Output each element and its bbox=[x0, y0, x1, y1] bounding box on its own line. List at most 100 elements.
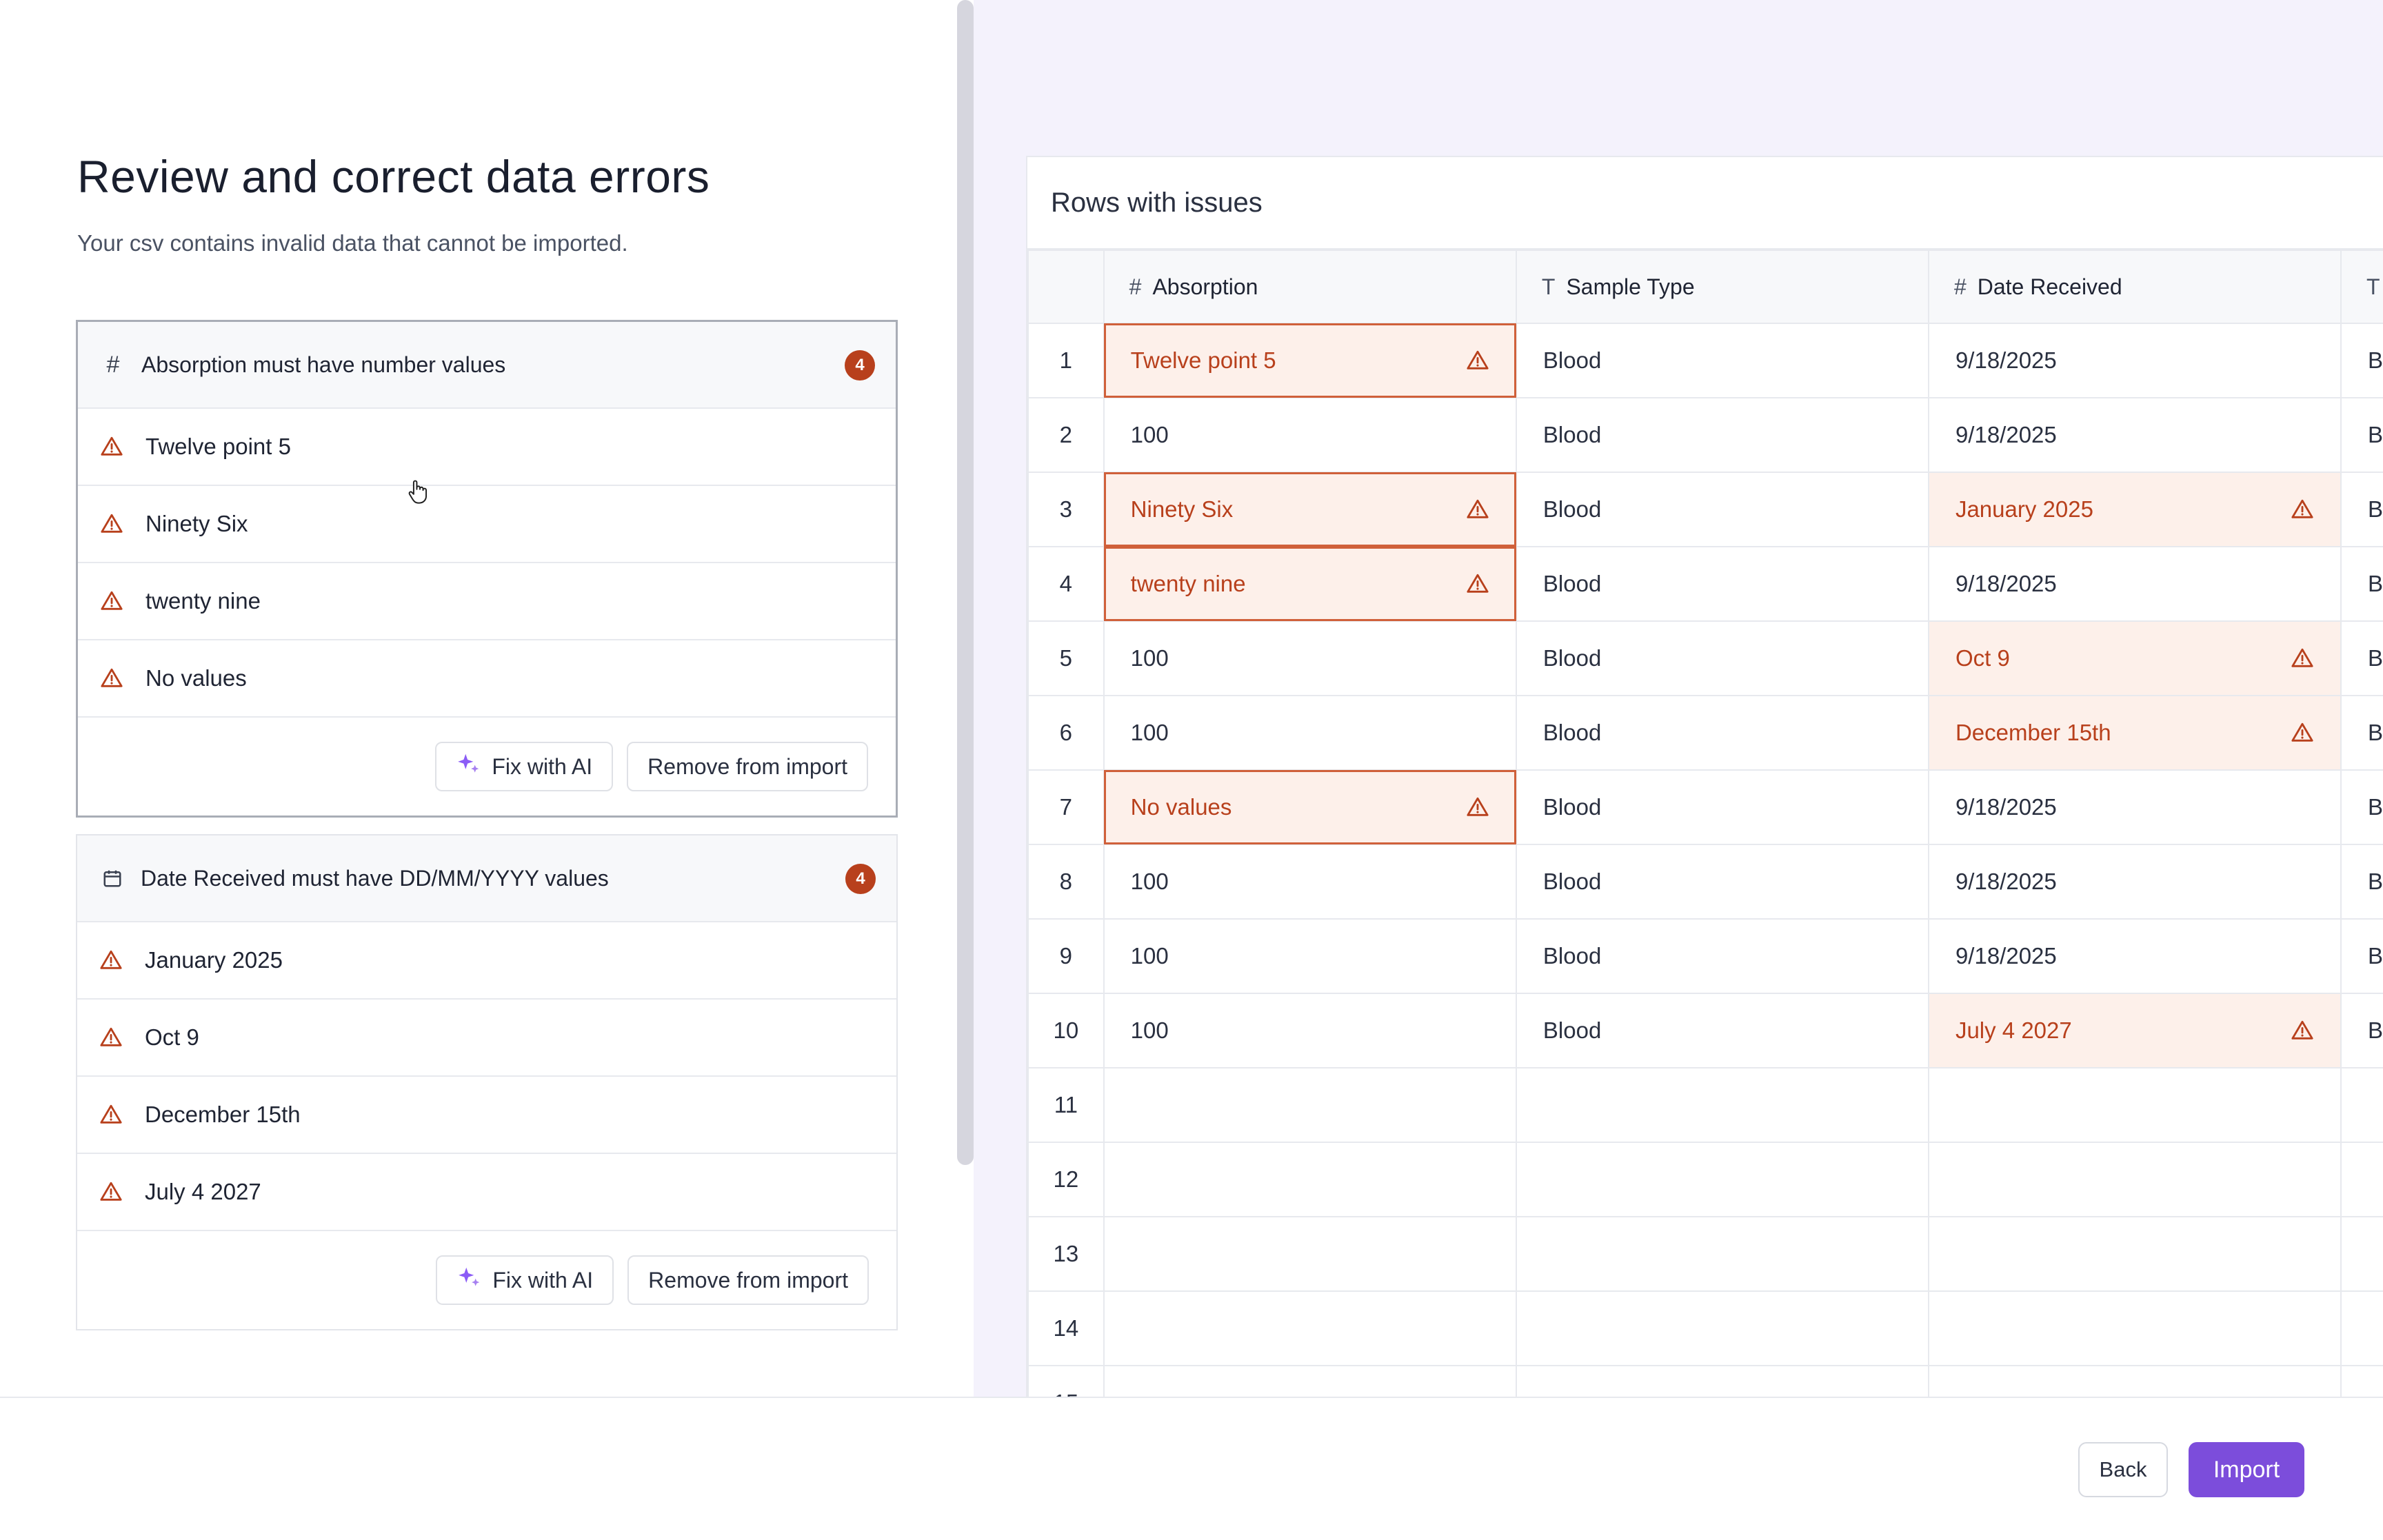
date-received-cell[interactable]: January 2025 bbox=[1927, 472, 2342, 547]
absorption-cell[interactable]: 100 bbox=[1103, 844, 1517, 920]
remove-from-import-button[interactable]: Remove from import bbox=[627, 1255, 869, 1305]
row-number-cell: 10 bbox=[1027, 993, 1105, 1068]
date-received-cell[interactable] bbox=[1927, 1216, 2342, 1292]
extra-cell[interactable] bbox=[2340, 1290, 2383, 1366]
date-received-cell[interactable] bbox=[1927, 1142, 2342, 1217]
date-received-cell[interactable]: Oct 9 bbox=[1927, 620, 2342, 696]
absorption-cell[interactable]: 100 bbox=[1103, 397, 1517, 473]
hash-icon: # bbox=[1129, 274, 1142, 299]
error-item-text: twenty nine bbox=[145, 588, 261, 614]
row-number-cell: 14 bbox=[1027, 1290, 1105, 1366]
absorption-cell[interactable]: Ninety Six bbox=[1103, 472, 1517, 547]
date-received-cell[interactable]: 9/18/2025 bbox=[1927, 844, 2342, 920]
date-received-cell[interactable]: 9/18/2025 bbox=[1927, 918, 2342, 994]
absorption-cell[interactable]: Twelve point 5 bbox=[1103, 323, 1517, 398]
absorption-cell[interactable] bbox=[1103, 1290, 1517, 1366]
absorption-cell[interactable]: 100 bbox=[1103, 620, 1517, 696]
cell-text: 100 bbox=[1130, 422, 1169, 447]
absorption-cell[interactable] bbox=[1103, 1142, 1517, 1217]
error-summary-panel: Review and correct data errors Your csv … bbox=[0, 0, 957, 1397]
import-button[interactable]: Import bbox=[2189, 1442, 2304, 1497]
sample-type-cell[interactable]: Blood bbox=[1515, 323, 1929, 398]
date-received-cell[interactable]: 9/18/2025 bbox=[1927, 323, 2342, 398]
extra-cell[interactable]: B bbox=[2340, 620, 2383, 696]
fix-with-ai-button[interactable]: Fix with AI bbox=[435, 742, 614, 791]
fix-with-ai-label: Fix with AI bbox=[492, 753, 593, 779]
extra-cell[interactable]: B bbox=[2340, 993, 2383, 1068]
back-button[interactable]: Back bbox=[2078, 1442, 2168, 1497]
date-received-cell[interactable]: 9/18/2025 bbox=[1927, 546, 2342, 622]
absorption-cell[interactable] bbox=[1103, 1067, 1517, 1143]
error-item[interactable]: January 2025 bbox=[77, 922, 896, 1000]
date-received-cell[interactable]: December 15th bbox=[1927, 695, 2342, 771]
row-number-cell: 8 bbox=[1027, 844, 1105, 920]
date-received-cell[interactable] bbox=[1927, 1067, 2342, 1143]
extra-cell[interactable]: B bbox=[2340, 769, 2383, 845]
sample-type-cell[interactable]: Blood bbox=[1515, 769, 1929, 845]
error-item[interactable]: Ninety Six bbox=[78, 486, 896, 563]
column-header-extra[interactable]: T bbox=[2340, 250, 2383, 324]
warning-icon bbox=[2291, 498, 2314, 521]
extra-cell[interactable]: B bbox=[2340, 918, 2383, 994]
cell-text: Blood bbox=[1542, 869, 1602, 894]
sample-type-cell[interactable]: Blood bbox=[1515, 695, 1929, 771]
absorption-cell[interactable]: No values bbox=[1103, 769, 1517, 845]
sample-type-cell[interactable]: Blood bbox=[1515, 546, 1929, 622]
absorption-cell[interactable]: 100 bbox=[1103, 993, 1517, 1068]
sample-type-cell[interactable]: Blood bbox=[1515, 918, 1929, 994]
column-header-sample-type[interactable]: T Sample Type bbox=[1515, 250, 1929, 324]
row-number-cell: 4 bbox=[1027, 546, 1105, 622]
sample-type-cell[interactable] bbox=[1515, 1142, 1929, 1217]
fix-with-ai-button[interactable]: Fix with AI bbox=[436, 1255, 614, 1305]
extra-cell[interactable]: B bbox=[2340, 844, 2383, 920]
error-item-text: July 4 2027 bbox=[145, 1179, 261, 1204]
table-row: 6 100 Blood December 15th B bbox=[1027, 695, 2383, 771]
extra-cell[interactable]: B bbox=[2340, 323, 2383, 398]
cell-text: B bbox=[2368, 869, 2383, 894]
table-row: 5 100 Blood Oct 9 B bbox=[1027, 620, 2383, 696]
date-received-cell[interactable]: 9/18/2025 bbox=[1927, 397, 2342, 473]
extra-cell[interactable] bbox=[2340, 1067, 2383, 1143]
absorption-cell[interactable]: twenty nine bbox=[1103, 546, 1517, 622]
error-item[interactable]: December 15th bbox=[77, 1077, 896, 1154]
extra-cell[interactable] bbox=[2340, 1365, 2383, 1397]
error-item[interactable]: Twelve point 5 bbox=[78, 409, 896, 486]
error-group-header[interactable]: Date Received must have DD/MM/YYYY value… bbox=[77, 835, 896, 922]
sample-type-cell[interactable] bbox=[1515, 1290, 1929, 1366]
sample-type-cell[interactable] bbox=[1515, 1365, 1929, 1397]
sample-type-cell[interactable]: Blood bbox=[1515, 844, 1929, 920]
extra-cell[interactable] bbox=[2340, 1142, 2383, 1217]
sample-type-cell[interactable]: Blood bbox=[1515, 620, 1929, 696]
absorption-cell[interactable]: 100 bbox=[1103, 695, 1517, 771]
extra-cell[interactable]: B bbox=[2340, 695, 2383, 771]
sample-type-cell[interactable] bbox=[1515, 1067, 1929, 1143]
error-item[interactable]: Oct 9 bbox=[77, 1000, 896, 1077]
sample-type-cell[interactable]: Blood bbox=[1515, 397, 1929, 473]
date-received-cell[interactable]: 9/18/2025 bbox=[1927, 769, 2342, 845]
absorption-cell[interactable] bbox=[1103, 1216, 1517, 1292]
column-header-absorption[interactable]: # Absorption bbox=[1103, 250, 1517, 324]
extra-cell[interactable] bbox=[2340, 1216, 2383, 1292]
date-received-cell[interactable]: July 4 2027 bbox=[1927, 993, 2342, 1068]
sample-type-cell[interactable]: Blood bbox=[1515, 993, 1929, 1068]
row-number-cell: 2 bbox=[1027, 397, 1105, 473]
extra-cell[interactable]: B bbox=[2340, 546, 2383, 622]
remove-from-import-button[interactable]: Remove from import bbox=[627, 742, 868, 791]
error-item[interactable]: July 4 2027 bbox=[77, 1154, 896, 1231]
warning-icon bbox=[99, 1179, 124, 1204]
left-panel-scrollbar[interactable] bbox=[957, 0, 974, 1165]
error-item[interactable]: No values bbox=[78, 640, 896, 718]
sample-type-cell[interactable] bbox=[1515, 1216, 1929, 1292]
column-header-date-received[interactable]: # Date Received bbox=[1927, 250, 2342, 324]
cell-text: July 4 2027 bbox=[1955, 1017, 2072, 1043]
extra-cell[interactable]: B bbox=[2340, 472, 2383, 547]
extra-cell[interactable]: B bbox=[2340, 397, 2383, 473]
absorption-cell[interactable]: 100 bbox=[1103, 918, 1517, 994]
sample-type-cell[interactable]: Blood bbox=[1515, 472, 1929, 547]
error-group-header[interactable]: # Absorption must have number values 4 bbox=[78, 322, 896, 409]
date-received-cell[interactable] bbox=[1927, 1290, 2342, 1366]
cell-text: Blood bbox=[1542, 645, 1602, 671]
error-item[interactable]: twenty nine bbox=[78, 563, 896, 640]
date-received-cell[interactable] bbox=[1927, 1365, 2342, 1397]
absorption-cell[interactable] bbox=[1103, 1365, 1517, 1397]
